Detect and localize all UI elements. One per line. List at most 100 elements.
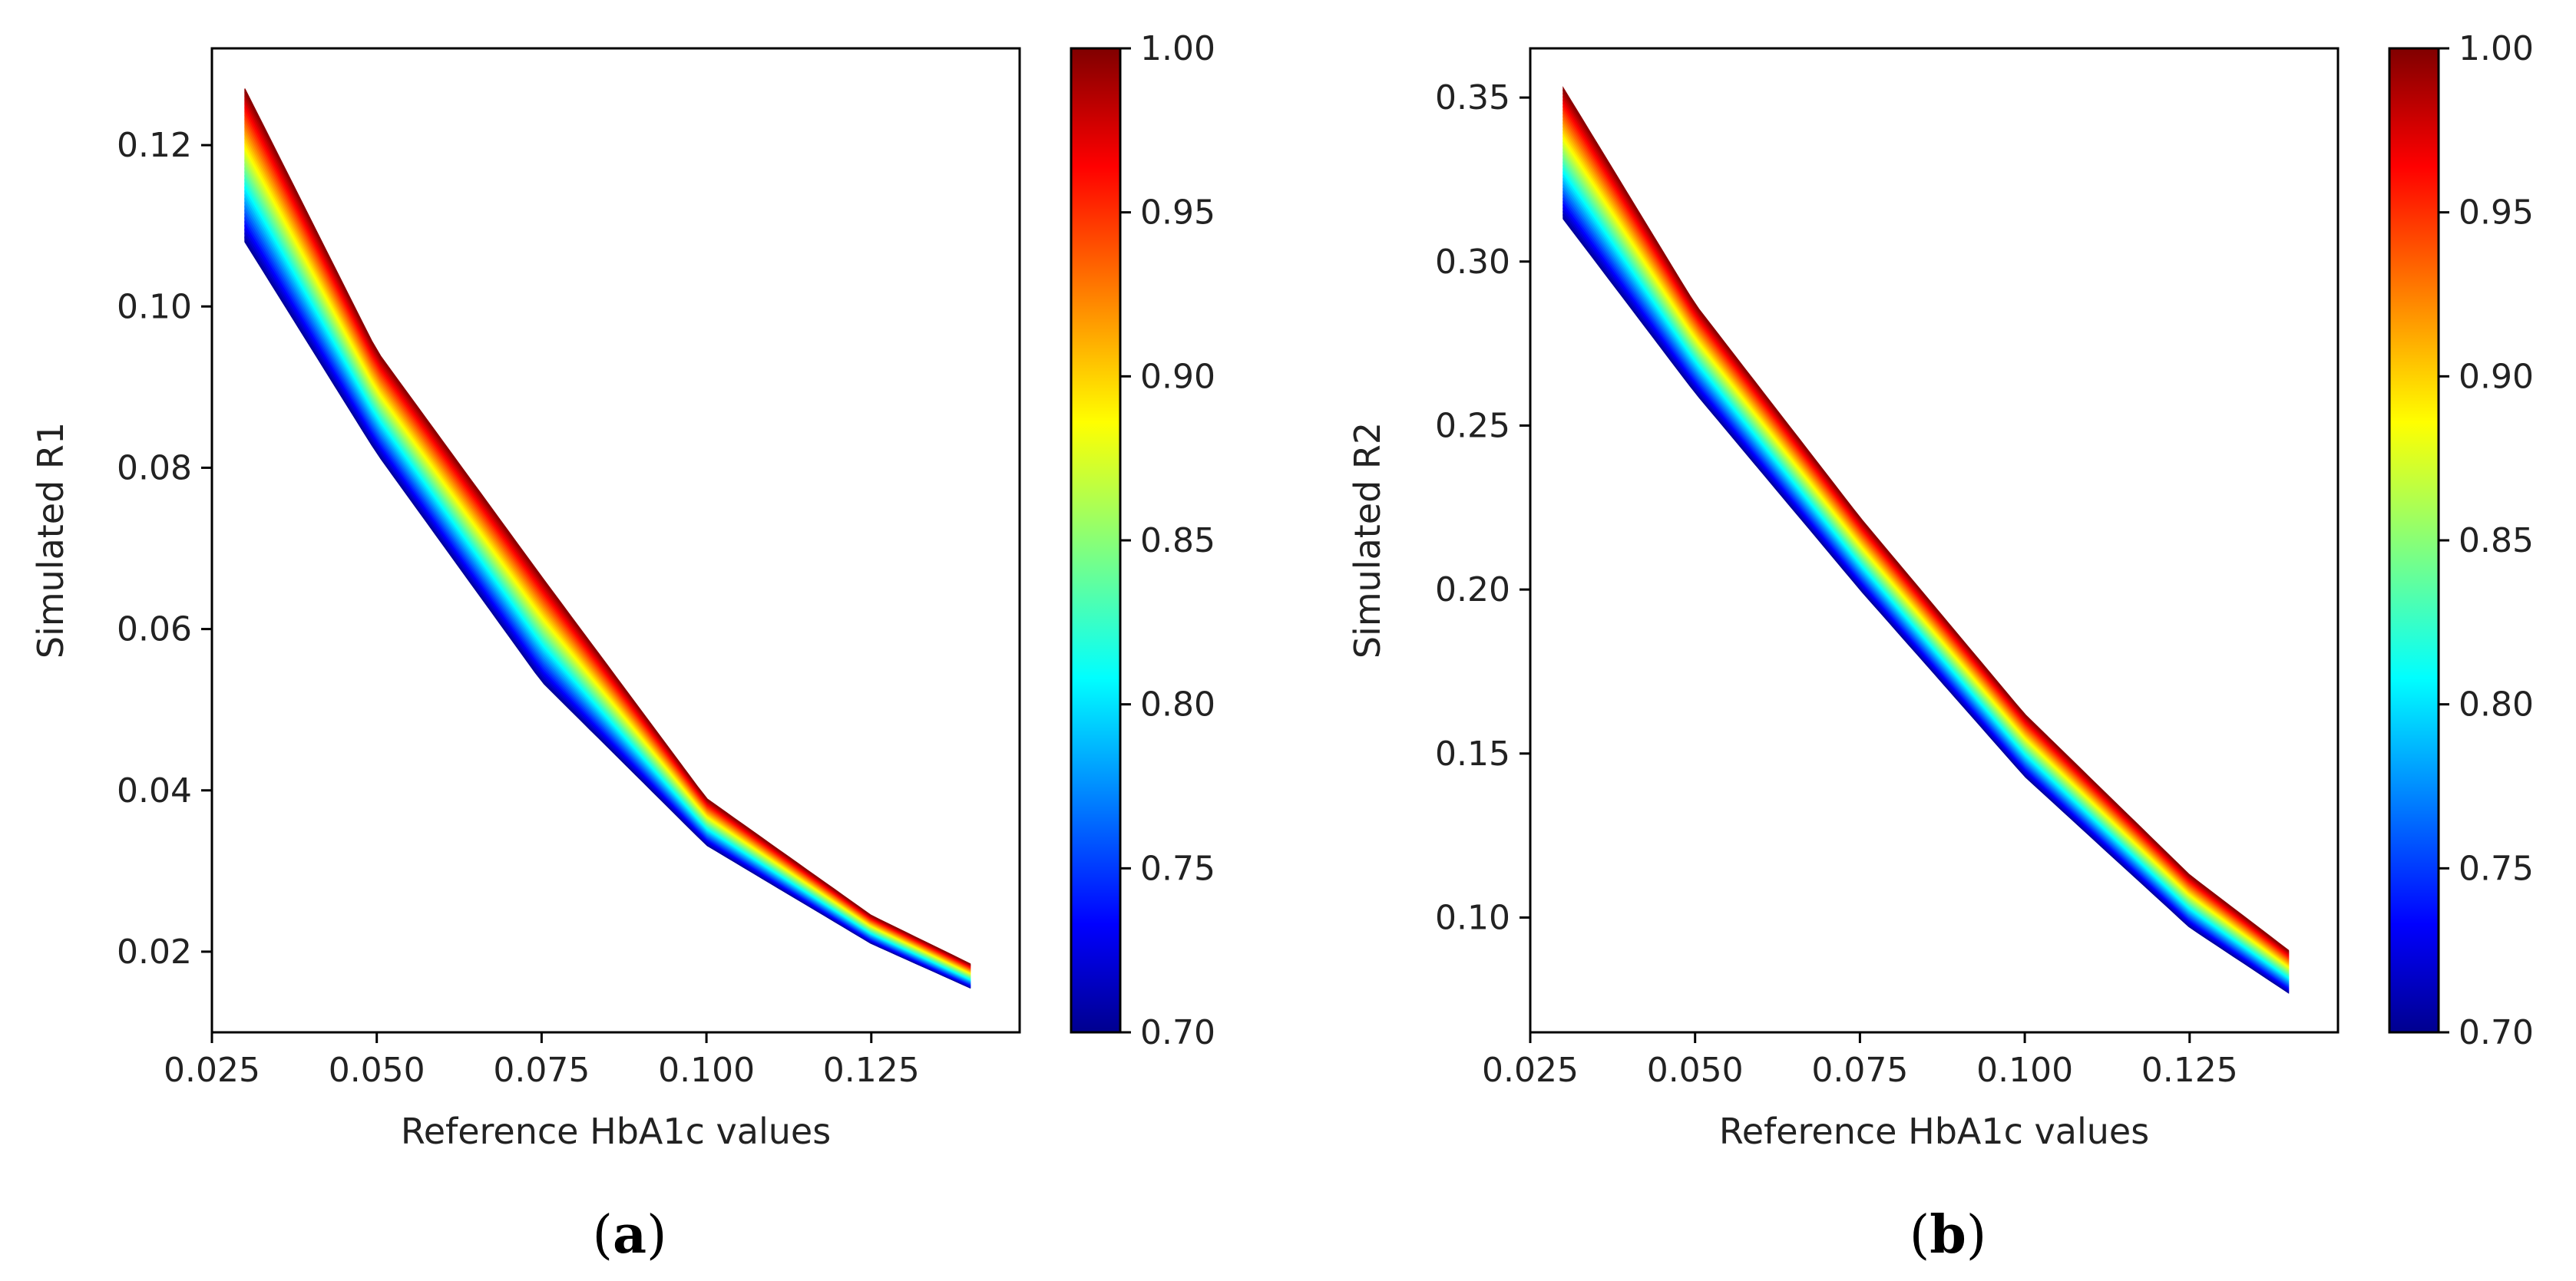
- band-b: [1562, 86, 2290, 994]
- band-layer-b-25: [1562, 132, 2290, 968]
- band-layer-b-27: [1562, 125, 2290, 966]
- band-layer-a-33: [244, 111, 971, 969]
- band-layer-a-17: [244, 171, 971, 979]
- band-layer-a-31: [244, 119, 971, 970]
- colorbar-tick-label-a: 1.00: [1140, 29, 1215, 68]
- y-tick-label-b: 0.25: [1435, 406, 1510, 445]
- x-tick-label-a: 0.075: [493, 1051, 590, 1090]
- panel-b: 0.025 0.050 0.075 0.100 0.125 0.100.150.200.…: [1347, 29, 2534, 1266]
- band-layer-b-32: [1562, 109, 2290, 960]
- plot-frame-a: [210, 47, 1021, 1034]
- colorbar-tick-label-b: 0.70: [2459, 1013, 2534, 1052]
- y-tick-label-a: 0.02: [117, 933, 192, 972]
- x-ticks-b: 0.025 0.050 0.075 0.100 0.125: [1482, 1032, 2238, 1090]
- y-tick-label-b: 0.15: [1435, 735, 1510, 774]
- y-tick-label-b: 0.35: [1435, 78, 1510, 117]
- band-layer-b-28: [1562, 122, 2290, 964]
- colorbar-tick-label-a: 0.85: [1140, 521, 1215, 560]
- band-layer-a-20: [244, 160, 971, 977]
- band-layer-a-27: [244, 134, 971, 972]
- band-layer-b-37: [1562, 92, 2290, 955]
- band-layer-a-24: [244, 146, 971, 975]
- x-tick-label-a: 0.125: [823, 1051, 920, 1090]
- band-layer-a-19: [244, 163, 971, 978]
- band-layer-a-25: [244, 142, 971, 974]
- band-layer-b-34: [1562, 102, 2290, 958]
- y-tick-label-a: 0.12: [117, 126, 192, 165]
- band-layer-a-38: [244, 92, 971, 966]
- band-layer-a-22: [244, 154, 971, 976]
- band-layer-b-33: [1562, 105, 2290, 959]
- x-tick-label-b: 0.075: [1811, 1051, 1908, 1090]
- y-ticks-b: 0.10 0.15 0.20 0.25 0.30 0.35: [1435, 78, 1530, 937]
- y-tick-label-a: 0.10: [117, 287, 192, 326]
- band-a: [244, 88, 971, 989]
- band-layer-a-16: [244, 175, 971, 979]
- x-tick-label-a: 0.100: [658, 1051, 755, 1090]
- y-axis-label-a: Simulated R1: [30, 422, 71, 659]
- colorbar-tick-label-a: 0.80: [1140, 685, 1215, 725]
- band-layer-b-31: [1562, 112, 2290, 961]
- y-ticks-a: 0.02 0.04 0.06 0.08 0.10 0.12: [117, 126, 212, 972]
- colorbar-tick-label-a: 0.95: [1140, 193, 1215, 233]
- caption-a: (a): [592, 1204, 666, 1266]
- band-layer-b-38: [1562, 89, 2290, 954]
- band-layer-b-36: [1562, 95, 2290, 956]
- x-tick-label-b: 0.125: [2141, 1051, 2238, 1090]
- band-layer-b-24: [1562, 135, 2290, 969]
- band-layer-a-34: [244, 107, 971, 969]
- colorbar-tick-label-a: 0.90: [1140, 357, 1215, 396]
- band-layer-a-15: [244, 179, 971, 980]
- band-layer-b-39: [1562, 86, 2290, 952]
- y-tick-label-a: 0.08: [117, 448, 192, 487]
- x-tick-label-b: 0.100: [1976, 1051, 2073, 1090]
- band-layer-a-39: [244, 88, 971, 966]
- colorbar-tick-label-b: 0.95: [2459, 193, 2534, 233]
- band-layer-b-23: [1562, 138, 2290, 969]
- y-tick-label-b: 0.20: [1435, 570, 1510, 609]
- y-tick-label-a: 0.04: [117, 771, 192, 811]
- colorbar-ticks-b: 0.70 0.75 0.80 0.85 0.90 0.95 1.00: [2439, 29, 2534, 1052]
- band-layer-a-23: [244, 150, 971, 976]
- caption-b: (b): [1910, 1204, 1987, 1266]
- band-layer-a-21: [244, 157, 971, 976]
- colorbar-tick-label-a: 0.70: [1140, 1013, 1215, 1052]
- colorbar-tick-label-b: 0.85: [2459, 521, 2534, 560]
- y-tick-label-a: 0.06: [117, 610, 192, 649]
- colorbar-tick-label-b: 1.00: [2459, 29, 2534, 68]
- band-layer-a-36: [244, 100, 971, 967]
- band-layer-a-14: [244, 183, 971, 981]
- y-axis-label-b: Simulated R2: [1347, 422, 1388, 659]
- band-layer-a-26: [244, 138, 971, 973]
- colorbar-tick-label-a: 0.75: [1140, 849, 1215, 888]
- x-tick-label-b: 0.050: [1647, 1051, 1744, 1090]
- band-layer-a-29: [244, 127, 971, 972]
- band-layer-b-30: [1562, 115, 2290, 962]
- colorbar-tick-label-b: 0.75: [2459, 849, 2534, 888]
- colorbar-a: [1071, 48, 1120, 1032]
- y-tick-label-b: 0.10: [1435, 898, 1510, 937]
- band-layer-a-28: [244, 130, 971, 972]
- band-layer-a-32: [244, 115, 971, 969]
- x-tick-label-a: 0.050: [329, 1051, 425, 1090]
- caption-letter-a: a: [613, 1204, 646, 1266]
- band-layer-b-26: [1562, 128, 2290, 966]
- colorbar-ticks-a: 0.70 0.75 0.80 0.85 0.90 0.95 1.00: [1120, 29, 1215, 1052]
- x-tick-label-a: 0.025: [164, 1051, 260, 1090]
- plot-frame-b: [1529, 47, 2340, 1034]
- band-layer-a-18: [244, 167, 971, 978]
- colorbar-tick-label-b: 0.90: [2459, 357, 2534, 396]
- band-layer-b-35: [1562, 99, 2290, 957]
- x-axis-label-b: Reference HbA1c values: [1719, 1111, 2149, 1152]
- x-tick-label-b: 0.025: [1482, 1051, 1579, 1090]
- y-tick-label-b: 0.30: [1435, 243, 1510, 282]
- x-ticks-a: 0.025 0.050 0.075 0.100 0.125: [164, 1032, 920, 1090]
- band-layer-a-37: [244, 96, 971, 966]
- x-axis-label-a: Reference HbA1c values: [401, 1111, 831, 1152]
- colorbar-tick-label-b: 0.80: [2459, 685, 2534, 725]
- band-layer-a-35: [244, 104, 971, 968]
- panel-a: 0.025 0.050 0.075 0.100 0.125 0.020.040.060.…: [30, 29, 1215, 1266]
- band-layer-a-30: [244, 123, 971, 971]
- caption-letter-b: b: [1930, 1204, 1966, 1266]
